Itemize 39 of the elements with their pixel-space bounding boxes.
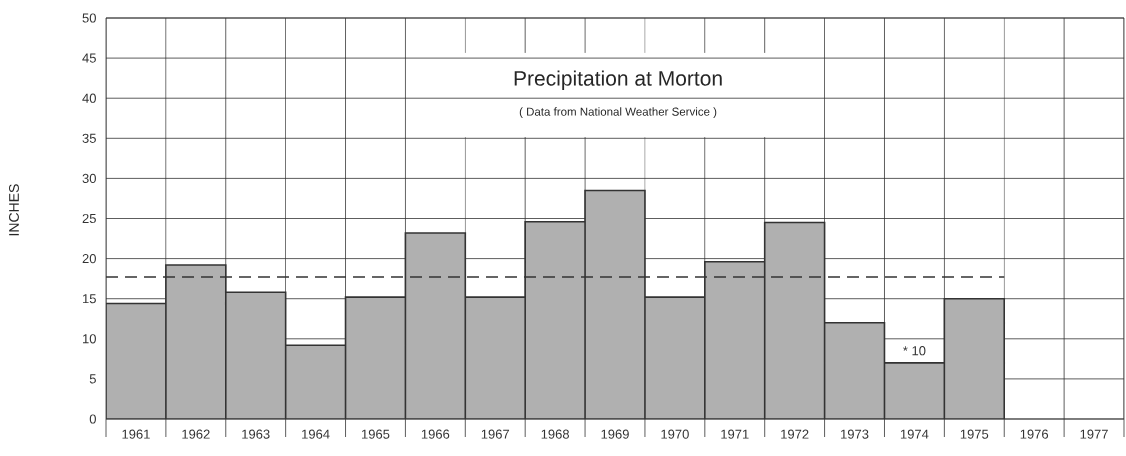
x-tick-label: 1972 <box>781 429 809 439</box>
y-tick-label: 10 <box>83 334 96 344</box>
x-tick-label: 1975 <box>960 429 989 439</box>
x-tick-label: 1970 <box>661 429 689 439</box>
y-tick-label: 40 <box>82 93 96 103</box>
bar <box>106 303 166 419</box>
x-tick-label: 1961 <box>122 429 150 439</box>
x-tick-label: 1967 <box>481 429 510 439</box>
x-tick-label: 1969 <box>601 429 629 439</box>
text: Precipitation at Morton <box>514 70 722 90</box>
y-tick-label: 25 <box>82 213 96 224</box>
x-tick-label: 1963 <box>242 429 270 439</box>
bar <box>465 297 526 419</box>
x-tick-label: 1964 <box>302 429 330 439</box>
x-tick-label: 1977 <box>1080 429 1108 439</box>
bar <box>585 190 645 419</box>
x-tick-label: 1974 <box>900 429 929 439</box>
y-tick-label: 45 <box>82 53 96 63</box>
x-tick-label: 1971 <box>721 429 749 439</box>
y-tick-label: 20 <box>82 254 96 264</box>
bar <box>704 261 765 419</box>
x-tick-label: 1968 <box>541 429 570 439</box>
y-tick-label: 5 <box>89 374 96 384</box>
x-tick-label: 1965 <box>362 429 390 439</box>
x-tick-label: 1973 <box>841 429 869 439</box>
y-axis-title: INCHES <box>9 184 19 236</box>
x-tick-label: 1976 <box>1020 429 1049 439</box>
y-tick-label: 15 <box>83 294 96 304</box>
x-tick-label: 1962 <box>182 429 210 439</box>
y-tick-label: 50 <box>82 13 96 23</box>
x-tick-label: 1966 <box>421 429 450 439</box>
y-tick-label: 35 <box>82 133 96 143</box>
bar <box>165 265 226 419</box>
annotation: * 10 <box>903 346 926 356</box>
y-tick-label: 0 <box>89 414 96 424</box>
bar <box>644 297 705 419</box>
text: ( Data from National Weather Service ) <box>519 107 717 118</box>
y-tick-label: 30 <box>82 173 96 183</box>
bar <box>525 221 586 419</box>
